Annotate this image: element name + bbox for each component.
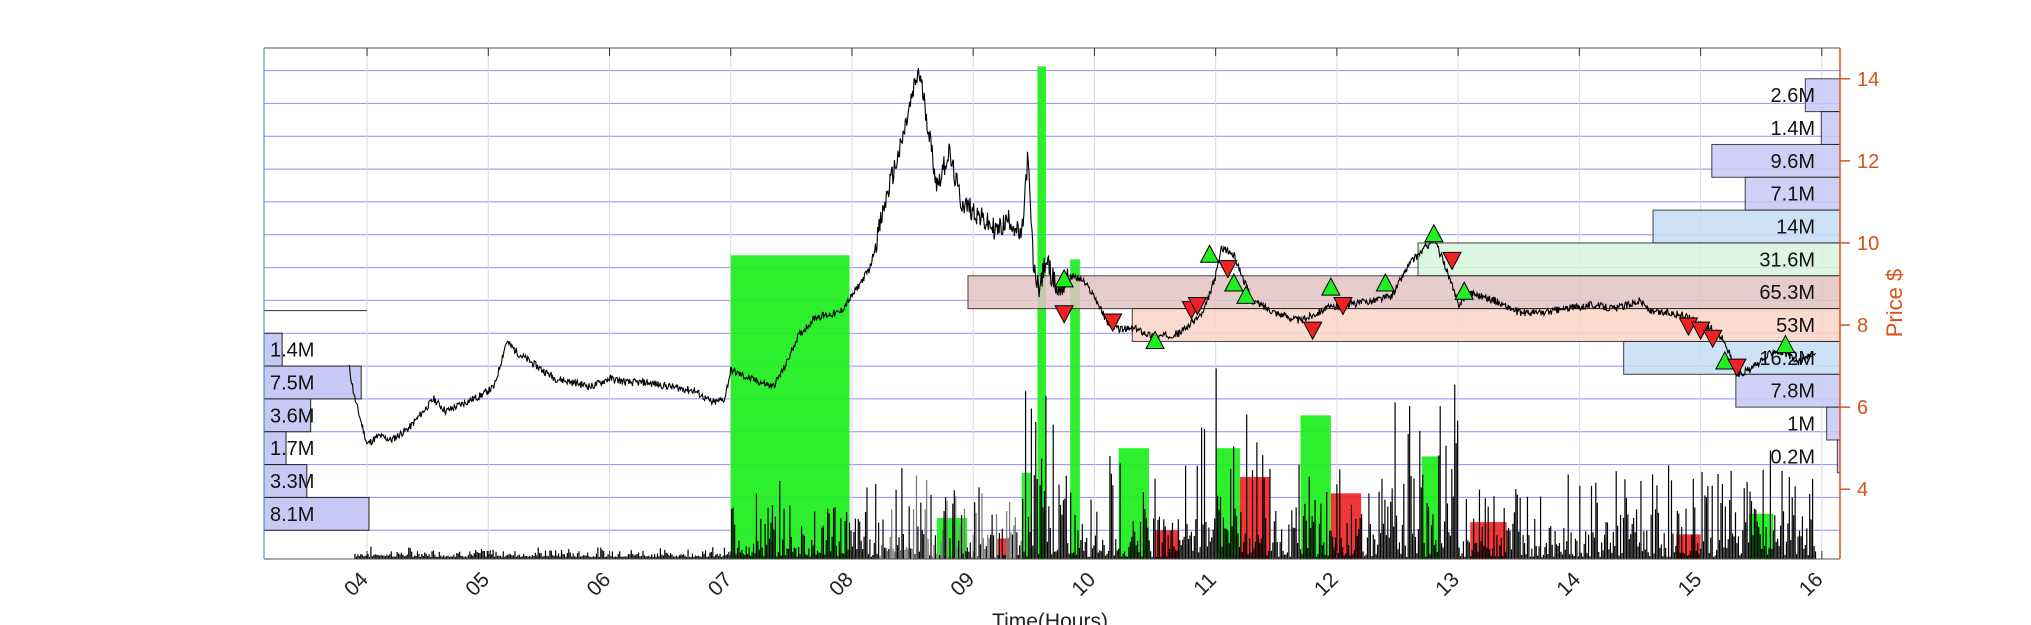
x-tick-label: 05 xyxy=(461,568,494,601)
volume-profile-right-bar xyxy=(1804,78,1841,113)
volume-profile-right-label: 0.2M xyxy=(1771,446,1815,468)
price-line xyxy=(348,68,1816,446)
volume-profile-right-label: 31.6M xyxy=(1759,249,1815,271)
buy-marker xyxy=(1375,272,1396,292)
volume-profile-right-label: 7.8M xyxy=(1771,381,1815,403)
buy-volume-block xyxy=(1300,415,1331,559)
volume-profile-left-bar xyxy=(263,496,370,531)
sell-marker xyxy=(1187,297,1208,316)
buy-marker xyxy=(1236,285,1256,304)
volume-profile-right-label: 7.1M xyxy=(1771,184,1815,206)
volume-profile-left-label: 1.7M xyxy=(270,438,314,460)
buy-volume-block xyxy=(1037,66,1046,559)
x-tick-label: 11 xyxy=(1189,569,1221,601)
buy-marker xyxy=(1054,268,1074,288)
y-axis-label: Price $ xyxy=(1882,269,1907,337)
volume-profile-left-label: 8.1M xyxy=(270,504,314,526)
volume-profile-right-bar xyxy=(967,275,1841,310)
y-tick-label: 6 xyxy=(1857,397,1868,419)
buy-marker xyxy=(1224,272,1244,292)
volume-profile-right-label: 1.4M xyxy=(1771,118,1815,140)
y-tick-label: 10 xyxy=(1857,233,1879,255)
sell-marker xyxy=(1442,251,1462,271)
volume-profile-right-label: 14M xyxy=(1776,217,1815,239)
x-tick-label: 10 xyxy=(1067,568,1100,601)
sell-marker xyxy=(1217,260,1238,279)
volume-profile-right-bar xyxy=(1744,176,1841,211)
buy-marker xyxy=(1199,244,1220,263)
x-tick-label: 07 xyxy=(704,568,737,601)
sell-marker xyxy=(1102,313,1123,333)
volume-profile-left-label: 1.4M xyxy=(270,340,314,362)
x-tick-label: 16 xyxy=(1795,568,1828,601)
buy-volume-block xyxy=(1421,456,1440,559)
y-tick-label: 8 xyxy=(1857,315,1868,337)
sell-marker xyxy=(1727,358,1747,378)
buy-marker xyxy=(1145,330,1165,349)
price-series xyxy=(348,68,1816,446)
sell-marker xyxy=(1054,305,1074,324)
sell-marker xyxy=(1333,297,1353,316)
x-tick-label: 06 xyxy=(583,568,616,601)
x-axis-label: Time(Hours) xyxy=(992,610,1108,625)
volume-profile-right-bar xyxy=(1417,242,1841,277)
buy-marker xyxy=(1321,277,1341,296)
x-tick-label: 08 xyxy=(825,568,858,601)
buy-marker xyxy=(1424,223,1444,243)
volume-profile-left-label: 3.3M xyxy=(270,471,314,493)
sell-marker xyxy=(1702,329,1723,349)
buy-marker xyxy=(1454,281,1475,300)
y-tick-label: 4 xyxy=(1857,479,1868,501)
volume-profile-right-label: 2.6M xyxy=(1771,85,1815,107)
volume-histogram xyxy=(354,368,1817,559)
volume-profile-right-bar xyxy=(1826,406,1841,441)
volume-profile-right-label: 53M xyxy=(1776,315,1815,337)
x-tick-label: 12 xyxy=(1310,568,1343,601)
volume-profile-right-label: 65.3M xyxy=(1759,282,1815,304)
x-tick-label: 04 xyxy=(340,568,373,601)
volume-profile-left-bar xyxy=(263,365,362,400)
sell-marker xyxy=(1302,321,1323,341)
x-tick-label: 13 xyxy=(1431,568,1464,601)
volume-profile-right-bar xyxy=(1735,373,1841,408)
x-tick-label: 15 xyxy=(1674,568,1707,601)
volume-profile-right-bar xyxy=(1131,308,1841,342)
buy-volume-block xyxy=(1070,259,1080,559)
volume-profile-right-bar xyxy=(1820,111,1841,145)
volume-profile: 1.4M 7.5M 3.6M 1.7M 3.3M 8.1M 2.6M 1.4M 9.6M 7.1M… xyxy=(263,78,1841,531)
y-tick-label: 14 xyxy=(1857,69,1879,91)
x-tick-label: 09 xyxy=(946,568,979,601)
trade-markers xyxy=(1054,223,1796,378)
trade-volume-blocks xyxy=(730,66,1774,560)
buy-marker xyxy=(1775,334,1796,354)
y-tick-label: 12 xyxy=(1857,151,1879,173)
volume-profile-right-label: 1M xyxy=(1787,414,1815,436)
volume-profile-right-bar xyxy=(1711,143,1841,178)
volume-profile-left-label: 7.5M xyxy=(270,373,314,395)
buy-volume-block xyxy=(1021,472,1032,559)
volume-profile-right-label: 9.6M xyxy=(1771,151,1815,173)
x-tick-label: 14 xyxy=(1552,568,1585,601)
volume-profile-left-label: 3.6M xyxy=(270,405,314,427)
